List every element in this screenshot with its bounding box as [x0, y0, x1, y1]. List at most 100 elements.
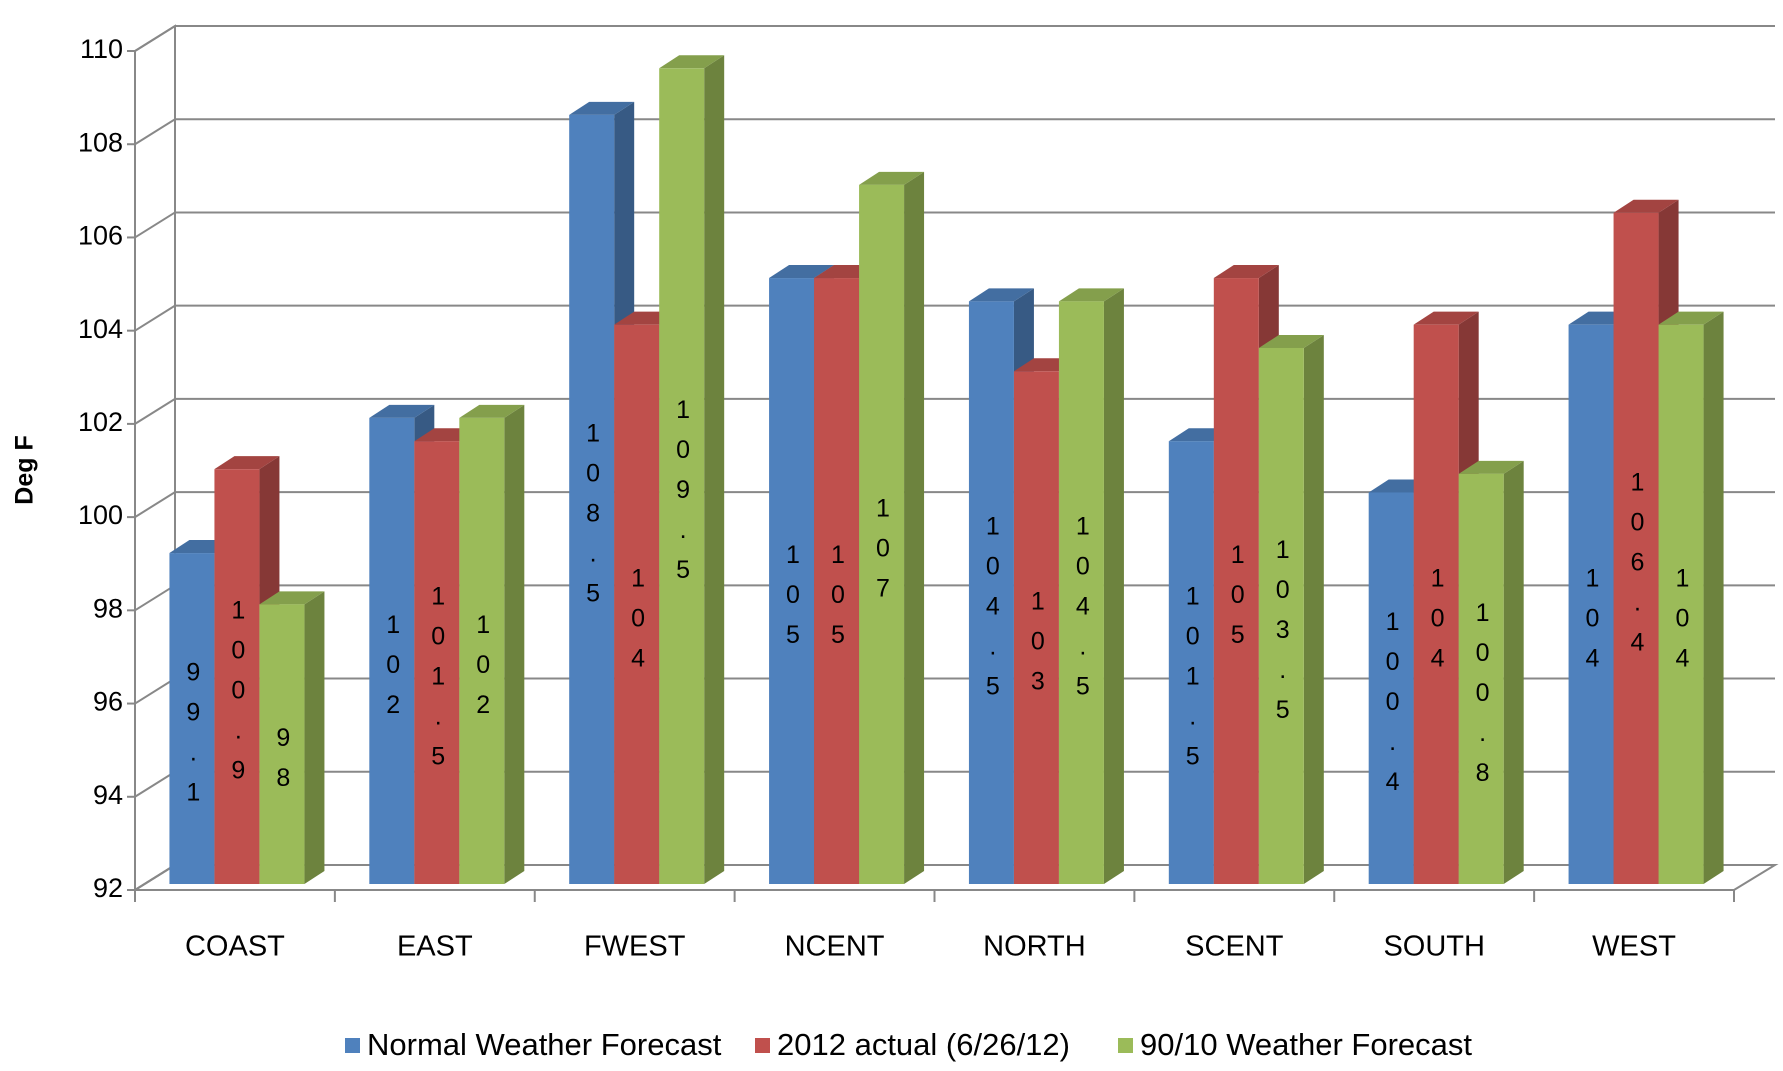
y-tick-label: 104	[78, 314, 123, 344]
bar-top	[1213, 265, 1279, 279]
data-label: 104	[1424, 564, 1452, 684]
data-label: 104.5	[1069, 513, 1097, 713]
bar-top	[659, 55, 725, 69]
y-tick-label: 100	[78, 500, 123, 530]
x-tick-label: WEST	[1592, 931, 1676, 963]
data-label: 104	[1668, 564, 1696, 684]
bar	[369, 417, 415, 884]
y-tick-label: 98	[93, 593, 123, 623]
legend-swatch	[345, 1038, 360, 1053]
legend-swatch	[755, 1038, 770, 1053]
bar-side	[904, 171, 925, 885]
y-tick-label: 92	[93, 873, 123, 903]
data-label: 102	[469, 611, 497, 731]
data-label: 108.5	[579, 419, 607, 619]
data-label: 104	[1578, 564, 1606, 684]
bar-top	[569, 101, 635, 115]
bar-top	[1458, 460, 1524, 474]
data-label: 100.4	[1379, 608, 1407, 808]
bar-top	[1258, 334, 1324, 348]
data-label: 104	[624, 564, 652, 684]
data-label: 105	[779, 541, 807, 661]
bar	[1213, 278, 1259, 884]
bar	[968, 301, 1014, 885]
bar-top	[968, 288, 1034, 302]
y-axis-title: Deg F	[11, 435, 39, 504]
bar-top	[259, 591, 325, 605]
data-label: 101.5	[424, 583, 452, 783]
bar-top	[769, 265, 835, 279]
x-tick-label: FWEST	[584, 931, 686, 963]
bar-top	[214, 456, 280, 470]
y-tick-label: 110	[80, 34, 123, 64]
bar-top	[459, 404, 525, 418]
bar	[1413, 324, 1459, 885]
bar-side	[1303, 334, 1324, 884]
bar-side	[1503, 460, 1524, 884]
data-label: 98	[269, 724, 297, 804]
bar	[1168, 441, 1214, 884]
side-wall	[134, 24, 176, 892]
data-label: 103.5	[1269, 536, 1297, 736]
bar	[1013, 371, 1059, 884]
data-label: 105	[824, 541, 852, 661]
bar	[1058, 301, 1104, 885]
bar	[459, 417, 505, 884]
y-tick-label: 102	[78, 407, 123, 437]
bar-side	[1703, 311, 1724, 885]
data-label: 100.8	[1469, 599, 1497, 799]
bar-side	[304, 591, 325, 884]
bar	[859, 184, 905, 885]
y-tick-label: 108	[78, 127, 123, 157]
bar	[1458, 473, 1504, 884]
x-tick-label: COAST	[185, 931, 285, 963]
bar-side	[1103, 288, 1124, 885]
y-tick-label: 94	[93, 780, 123, 810]
bar-top	[1058, 288, 1124, 302]
bar-top	[859, 171, 925, 185]
bar-top	[369, 404, 435, 418]
bar-top	[1658, 311, 1724, 325]
bar-side	[504, 404, 525, 884]
legend-label: 90/10 Weather Forecast	[1140, 1027, 1472, 1062]
legend-label: 2012 actual (6/26/12)	[777, 1027, 1070, 1062]
data-label: 105	[1224, 541, 1252, 661]
bar	[1258, 347, 1304, 884]
grid-line	[134, 25, 1775, 52]
bar-side	[704, 55, 725, 885]
bar	[569, 114, 615, 884]
y-tick-label: 106	[78, 221, 123, 251]
data-label: 104.5	[979, 513, 1007, 713]
bar	[1368, 492, 1414, 884]
data-label: 102	[379, 611, 407, 731]
bar	[414, 441, 460, 884]
x-tick-label: NCENT	[785, 931, 885, 963]
x-tick-label: NORTH	[983, 931, 1086, 963]
data-label: 103	[1024, 588, 1052, 708]
data-label: 101.5	[1179, 583, 1207, 783]
bar	[1658, 324, 1704, 885]
bar	[259, 604, 305, 884]
bar	[814, 278, 860, 884]
x-tick-label: EAST	[397, 931, 473, 963]
y-tick-label: 96	[93, 687, 123, 717]
data-label: 99.1	[179, 659, 207, 819]
legend-swatch	[1118, 1038, 1133, 1053]
bar-top	[1413, 311, 1479, 325]
bar	[659, 68, 705, 885]
legend-label: Normal Weather Forecast	[367, 1027, 722, 1062]
data-label: 100.9	[224, 597, 252, 797]
grid-line	[134, 211, 1775, 239]
bar	[769, 278, 815, 884]
data-label: 106.4	[1623, 468, 1651, 668]
data-label: 107	[869, 494, 897, 614]
x-tick-label: SCENT	[1185, 931, 1284, 963]
bar	[169, 553, 215, 884]
x-tick-label: SOUTH	[1383, 931, 1485, 963]
bar	[1568, 324, 1614, 885]
grid-line	[134, 304, 1775, 332]
data-label: 109.5	[669, 396, 697, 596]
bar-top	[1613, 199, 1679, 213]
